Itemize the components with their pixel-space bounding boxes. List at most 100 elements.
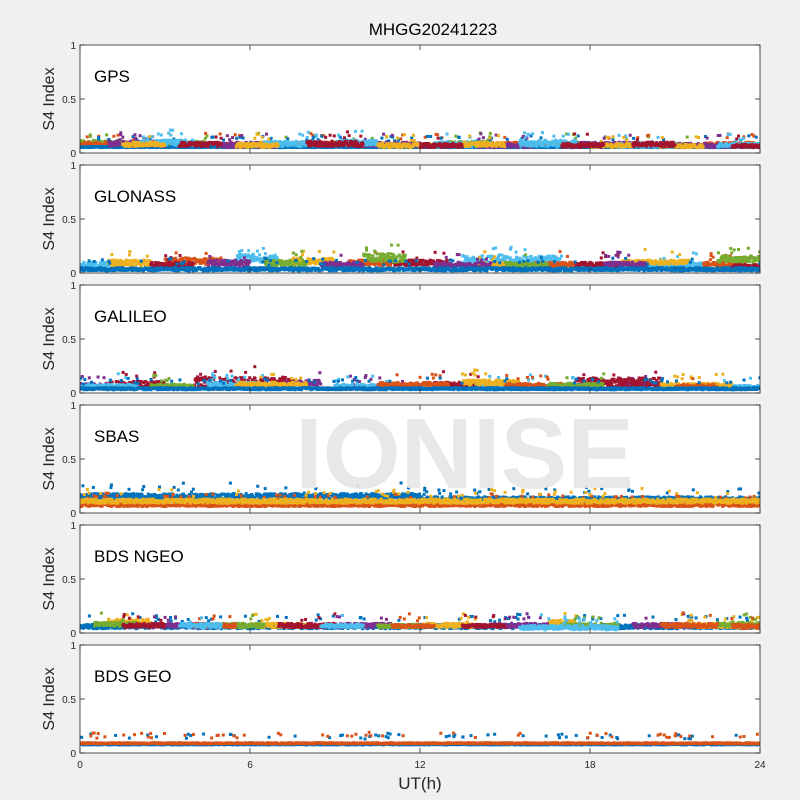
- data-point: [701, 145, 705, 149]
- data-point: [222, 138, 226, 142]
- data-point: [395, 146, 399, 150]
- data-point: [386, 144, 390, 148]
- data-point: [420, 142, 424, 146]
- data-point: [230, 142, 234, 146]
- data-point: [150, 135, 154, 139]
- data-point: [529, 134, 533, 138]
- data-point: [457, 135, 461, 139]
- data-point: [549, 142, 553, 146]
- data-point: [733, 145, 737, 149]
- data-point: [625, 138, 629, 142]
- data-point: [97, 137, 101, 141]
- data-point: [463, 140, 467, 144]
- data-point: [328, 141, 332, 145]
- data-point: [622, 135, 626, 139]
- data-point: [284, 135, 288, 139]
- data-point: [118, 138, 122, 142]
- data-point: [382, 132, 386, 136]
- data-point: [236, 144, 240, 148]
- data-point: [273, 139, 277, 143]
- data-point: [116, 133, 120, 137]
- data-point: [733, 141, 737, 145]
- data-point: [342, 143, 346, 147]
- data-point: [179, 132, 183, 136]
- data-point: [409, 138, 413, 142]
- data-point: [423, 135, 427, 139]
- data-point: [227, 144, 231, 148]
- data-point: [748, 141, 752, 145]
- data-point: [621, 145, 625, 149]
- data-point: [318, 139, 322, 143]
- data-point: [577, 143, 581, 147]
- data-point: [499, 144, 503, 148]
- data-point: [508, 143, 512, 147]
- data-point: [247, 145, 251, 149]
- data-point: [170, 142, 174, 146]
- data-point: [523, 143, 527, 147]
- data-point: [294, 139, 298, 143]
- data-point: [309, 144, 313, 148]
- data-point: [448, 140, 452, 144]
- data-point: [240, 134, 244, 138]
- data-point: [422, 145, 426, 149]
- data-point: [725, 136, 729, 140]
- data-point: [307, 144, 311, 148]
- data-point: [232, 145, 236, 149]
- data-point: [172, 137, 176, 141]
- data-point: [274, 142, 278, 146]
- data-point: [290, 143, 294, 147]
- data-point: [301, 133, 305, 137]
- data-point: [670, 144, 674, 148]
- data-point: [174, 143, 178, 147]
- data-point: [470, 144, 474, 148]
- data-point: [385, 142, 389, 146]
- data-point: [205, 141, 209, 145]
- data-point: [642, 141, 646, 145]
- data-point: [110, 143, 114, 147]
- data-point: [222, 142, 226, 146]
- data-point: [134, 136, 138, 140]
- data-point: [316, 138, 320, 142]
- data-point: [628, 145, 632, 149]
- data-point: [560, 139, 564, 143]
- data-point: [602, 142, 606, 146]
- data-point: [622, 140, 626, 144]
- data-point: [238, 142, 242, 146]
- data-point: [288, 141, 292, 145]
- data-point: [555, 144, 559, 148]
- data-point: [628, 133, 632, 137]
- data-point: [264, 145, 268, 149]
- data-point: [311, 133, 315, 137]
- data-point: [268, 143, 272, 147]
- data-point: [624, 134, 628, 138]
- data-point: [328, 133, 332, 137]
- data-point: [192, 142, 196, 146]
- data-point: [238, 134, 242, 138]
- data-point: [703, 135, 707, 139]
- data-point: [343, 140, 347, 144]
- data-point: [496, 145, 500, 149]
- data-point: [265, 132, 269, 136]
- data-point: [505, 137, 509, 141]
- data-point: [660, 136, 664, 140]
- data-point: [319, 144, 323, 148]
- data-point: [520, 137, 524, 141]
- data-point: [261, 142, 265, 146]
- data-point: [281, 144, 285, 148]
- data-point: [363, 137, 367, 141]
- data-point: [390, 133, 394, 137]
- data-point: [238, 135, 242, 139]
- data-point: [716, 134, 720, 138]
- data-point: [351, 140, 355, 144]
- data-point: [234, 145, 238, 149]
- data-point: [402, 133, 406, 137]
- data-point: [193, 144, 197, 148]
- data-point: [757, 141, 760, 145]
- data-point: [750, 133, 754, 137]
- data-point: [726, 133, 730, 137]
- data-point: [112, 134, 116, 138]
- data-point: [348, 143, 352, 147]
- data-point: [576, 134, 580, 138]
- data-point: [105, 133, 109, 137]
